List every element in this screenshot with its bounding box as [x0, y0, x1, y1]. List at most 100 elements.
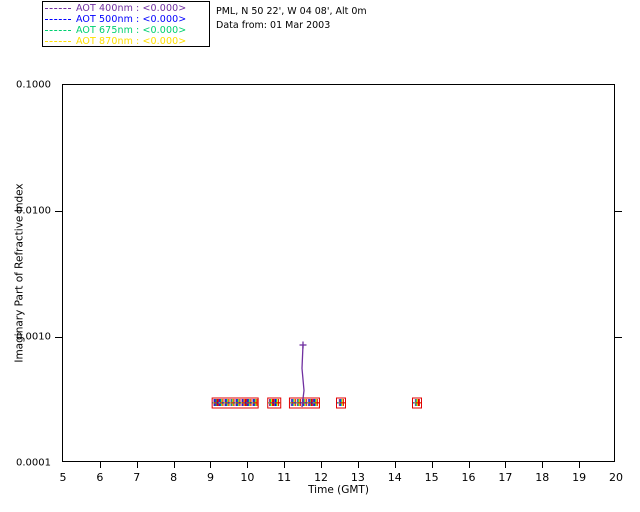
marker-aot-675nm: [338, 399, 345, 406]
x-tick-label: 11: [277, 471, 292, 484]
marker-aot-500nm: [337, 399, 344, 406]
marker-aot-400nm: [238, 399, 245, 406]
marker-aot-1020nm: [214, 399, 221, 406]
marker-aot-675nm: [246, 399, 253, 406]
legend-item-label: AOT 870nm : <0.000>: [76, 36, 187, 47]
legend: AOT 400nm : <0.000> AOT 500nm : <0.000> AO…: [42, 1, 210, 47]
y-tick-label: 0.0010: [16, 331, 51, 343]
x-tick-label: 10: [240, 471, 255, 484]
x-tick: [247, 461, 249, 468]
y-tick-label: 0.1000: [16, 79, 51, 91]
marker-aot-675nm: [312, 399, 318, 406]
legend-line-icon: [45, 19, 71, 20]
legend-item-aot-500nm: AOT 500nm : <0.000>: [45, 14, 209, 25]
marker-aot-870nm: [236, 399, 243, 406]
marker-aot-500nm: [223, 399, 230, 406]
marker-aot-675nm: [251, 399, 257, 406]
marker-aot-400nm: [213, 399, 217, 406]
y-tick-right: [614, 211, 622, 212]
marker-aot-870nm: [213, 399, 220, 406]
y-tick-label: 0.0100: [16, 205, 51, 217]
marker-aot-870nm: [274, 399, 280, 406]
x-tick: [505, 461, 507, 468]
marker-aot-1020nm: [231, 399, 238, 406]
header-location: PML, N 50 22', W 04 08', Alt 0m: [216, 6, 367, 17]
y-tick-left: [55, 211, 63, 212]
data-point-cluster: [267, 397, 281, 409]
x-tick-label: 15: [424, 471, 439, 484]
x-tick-label: 18: [535, 471, 550, 484]
marker-aot-500nm: [228, 399, 235, 406]
x-tick: [284, 461, 286, 468]
y-tick-label: 0.0001: [16, 457, 51, 469]
header-date: Data from: 01 Mar 2003: [216, 20, 331, 31]
x-tick: [579, 461, 581, 468]
marker-aot-675nm: [413, 399, 420, 406]
marker-aot-400nm: [337, 399, 343, 406]
x-tick-label: 9: [206, 471, 214, 484]
marker-aot-870nm: [224, 399, 231, 406]
marker-aot-400nm: [222, 399, 229, 406]
legend-line-icon: [45, 8, 71, 9]
marker-aot-400nm: [268, 399, 273, 406]
marker-aot-500nm: [239, 399, 246, 406]
legend-item-label: AOT 500nm : <0.000>: [76, 14, 187, 25]
marker-aot-500nm: [268, 399, 274, 406]
x-tick-label: 13: [350, 471, 365, 484]
plot-frame: 0.0001 0.0010 0.0100 0.1000 5 6 7 8 9 10 11 12 13 14 1…: [16, 80, 623, 485]
x-tick-label: 5: [59, 471, 67, 484]
x-tick-label: 16: [461, 471, 476, 484]
legend-item-aot-400nm: AOT 400nm : <0.000>: [45, 3, 209, 14]
legend-item-label: AOT 400nm : <0.000>: [76, 3, 187, 14]
marker-aot-870nm: [313, 399, 318, 406]
data-point-cluster: [211, 397, 259, 409]
marker-aot-400nm: [244, 399, 251, 406]
marker-aot-675nm: [235, 399, 242, 406]
x-tick: [468, 461, 470, 468]
marker-aot-400nm: [216, 399, 223, 406]
marker-aot-1020nm: [314, 399, 319, 406]
marker-aot-870nm: [230, 399, 237, 406]
y-axis-title: Imaginary Part of Refractive Index: [14, 183, 26, 363]
x-tick: [394, 461, 396, 468]
marker-aot-500nm: [213, 399, 218, 406]
marker-aot-400nm: [310, 399, 317, 406]
x-tick: [99, 461, 101, 468]
marker-aot-500nm: [413, 399, 420, 406]
x-axis-title: Time (GMT): [308, 484, 369, 496]
marker-aot-500nm: [273, 399, 280, 406]
marker-aot-675nm: [229, 399, 236, 406]
marker-aot-400nm: [233, 399, 240, 406]
legend-item-label: AOT 675nm : <0.000>: [76, 25, 187, 36]
marker-aot-870nm: [219, 399, 226, 406]
legend-line-icon: [45, 30, 71, 31]
marker-aot-1020nm: [275, 399, 280, 406]
marker-aot-1020nm: [220, 399, 227, 406]
x-tick-label: 8: [170, 471, 178, 484]
marker-aot-675nm: [240, 399, 247, 406]
marker-aot-675nm: [218, 399, 225, 406]
x-tick: [357, 461, 359, 468]
marker-aot-500nm: [290, 399, 295, 406]
aot-400nm-spike: [296, 340, 310, 411]
marker-aot-870nm: [252, 399, 257, 406]
marker-aot-400nm: [250, 399, 257, 406]
legend-line-icon: [45, 41, 71, 42]
x-tick-label: 19: [572, 471, 587, 484]
data-point-cluster: [289, 397, 320, 409]
x-tick: [431, 461, 433, 468]
marker-aot-1020nm: [225, 399, 232, 406]
marker-aot-500nm: [311, 399, 318, 406]
marker-aot-500nm: [217, 399, 224, 406]
marker-aot-870nm: [414, 399, 421, 406]
marker-aot-1020nm: [269, 399, 276, 406]
marker-aot-1020nm: [253, 399, 258, 406]
marker-aot-675nm: [213, 399, 219, 406]
x-tick: [173, 461, 175, 468]
marker-aot-870nm: [339, 399, 346, 406]
marker-aot-675nm: [268, 399, 274, 406]
marker-aot-1020nm: [248, 399, 255, 406]
marker-aot-1020nm: [340, 399, 346, 406]
marker-aot-1020nm: [242, 399, 249, 406]
